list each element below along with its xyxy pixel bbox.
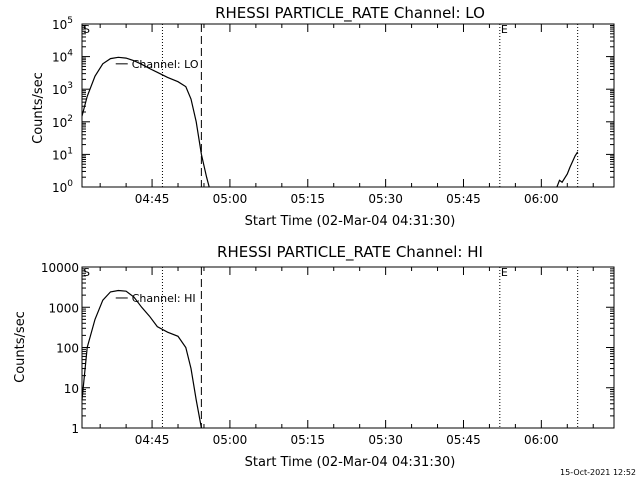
y-tick-label: 10000 [41, 261, 79, 275]
y-tick-base: 10 [52, 18, 67, 32]
x-tick-label: 04:45 [135, 192, 170, 206]
y-tick-label: 104 [52, 49, 73, 65]
y-tick-base: 10 [52, 181, 67, 195]
y-tick-label: 10 [64, 382, 79, 396]
legend-label: Channel: LO [132, 58, 199, 71]
chart-title-lo: RHESSI PARTICLE_RATE Channel: LO [215, 4, 485, 23]
x-tick-label: 06:00 [524, 433, 559, 447]
x-tick-label: 05:00 [213, 433, 248, 447]
x-tick-label: 04:45 [135, 433, 170, 447]
footer-timestamp: 15-Oct-2021 12:52 [560, 468, 636, 477]
x-axis-label-hi: Start Time (02-Mar-04 04:31:30) [245, 455, 456, 470]
rate-series-line [81, 56, 210, 188]
x-tick-label: 05:15 [290, 433, 325, 447]
y-tick-label: 102 [52, 114, 73, 130]
end-marker: E [501, 23, 508, 36]
x-tick-label: 05:00 [213, 192, 248, 206]
x-tick-label: 05:15 [290, 192, 325, 206]
legend-label: Channel: HI [132, 292, 196, 305]
y-tick-exp: 3 [67, 81, 73, 91]
x-axis-label-lo: Start Time (02-Mar-04 04:31:30) [245, 214, 456, 229]
plot-frame [81, 23, 615, 188]
panel-lo: RHESSI PARTICLE_RATE Channel: LO Start T… [31, 4, 615, 229]
y-tick-label: 1 [71, 422, 79, 436]
y-tick-label: 100 [56, 342, 79, 356]
start-marker: S [83, 266, 90, 279]
panel-hi: RHESSI PARTICLE_RATE Channel: HI Start T… [13, 243, 615, 470]
chart-title-hi: RHESSI PARTICLE_RATE Channel: HI [217, 243, 483, 262]
x-tick-label: 06:00 [524, 192, 559, 206]
y-tick-label: 105 [52, 16, 73, 32]
x-tick-label: 05:30 [368, 192, 403, 206]
x-tick-label: 05:30 [368, 433, 403, 447]
y-tick-base: 10 [52, 148, 67, 162]
start-marker: S [83, 23, 90, 36]
y-tick-exp: 4 [67, 49, 73, 59]
y-axis-label-hi: Counts/sec [13, 311, 28, 383]
y-tick-exp: 2 [67, 114, 73, 124]
y-tick-exp: 0 [67, 179, 73, 189]
x-tick-label: 05:45 [446, 433, 481, 447]
x-tick-label: 05:45 [446, 192, 481, 206]
y-tick-label: 101 [52, 146, 73, 162]
rate-series-line [81, 289, 202, 429]
end-marker: E [501, 266, 508, 279]
y-axis-label-lo: Counts/sec [31, 72, 46, 144]
y-tick-exp: 1 [67, 146, 73, 156]
y-tick-base: 10 [52, 116, 67, 130]
y-tick-label: 1000 [48, 301, 79, 315]
y-tick-label: 100 [52, 179, 73, 195]
y-tick-exp: 5 [67, 16, 73, 26]
y-tick-label: 103 [52, 81, 73, 97]
rate-series-line [556, 151, 579, 188]
y-tick-base: 10 [52, 83, 67, 97]
y-tick-base: 10 [52, 51, 67, 65]
